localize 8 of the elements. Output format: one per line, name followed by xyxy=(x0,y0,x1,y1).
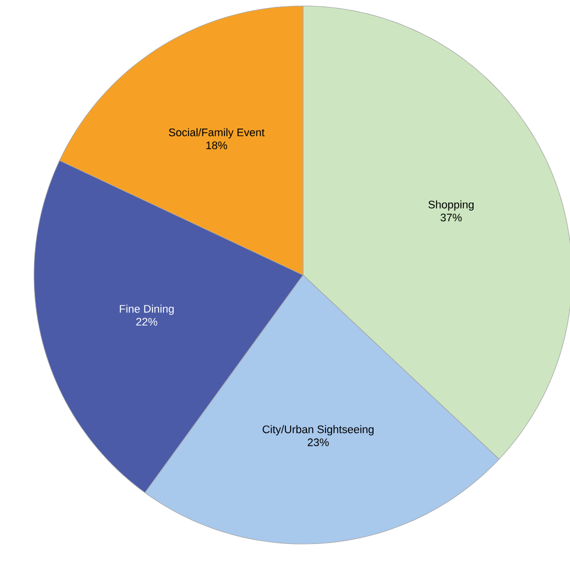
slice-label: Shopping xyxy=(428,200,474,211)
data-label: 18% xyxy=(206,141,228,150)
slice-label: Social/Family Event xyxy=(168,128,265,138)
data-label: 37% xyxy=(440,214,462,222)
data-label: 23% xyxy=(308,438,329,446)
data-label: 22% xyxy=(136,318,158,326)
slice-label: Fine Dining xyxy=(120,304,174,315)
slice-label: City/Urban Sightseeing xyxy=(262,425,374,436)
